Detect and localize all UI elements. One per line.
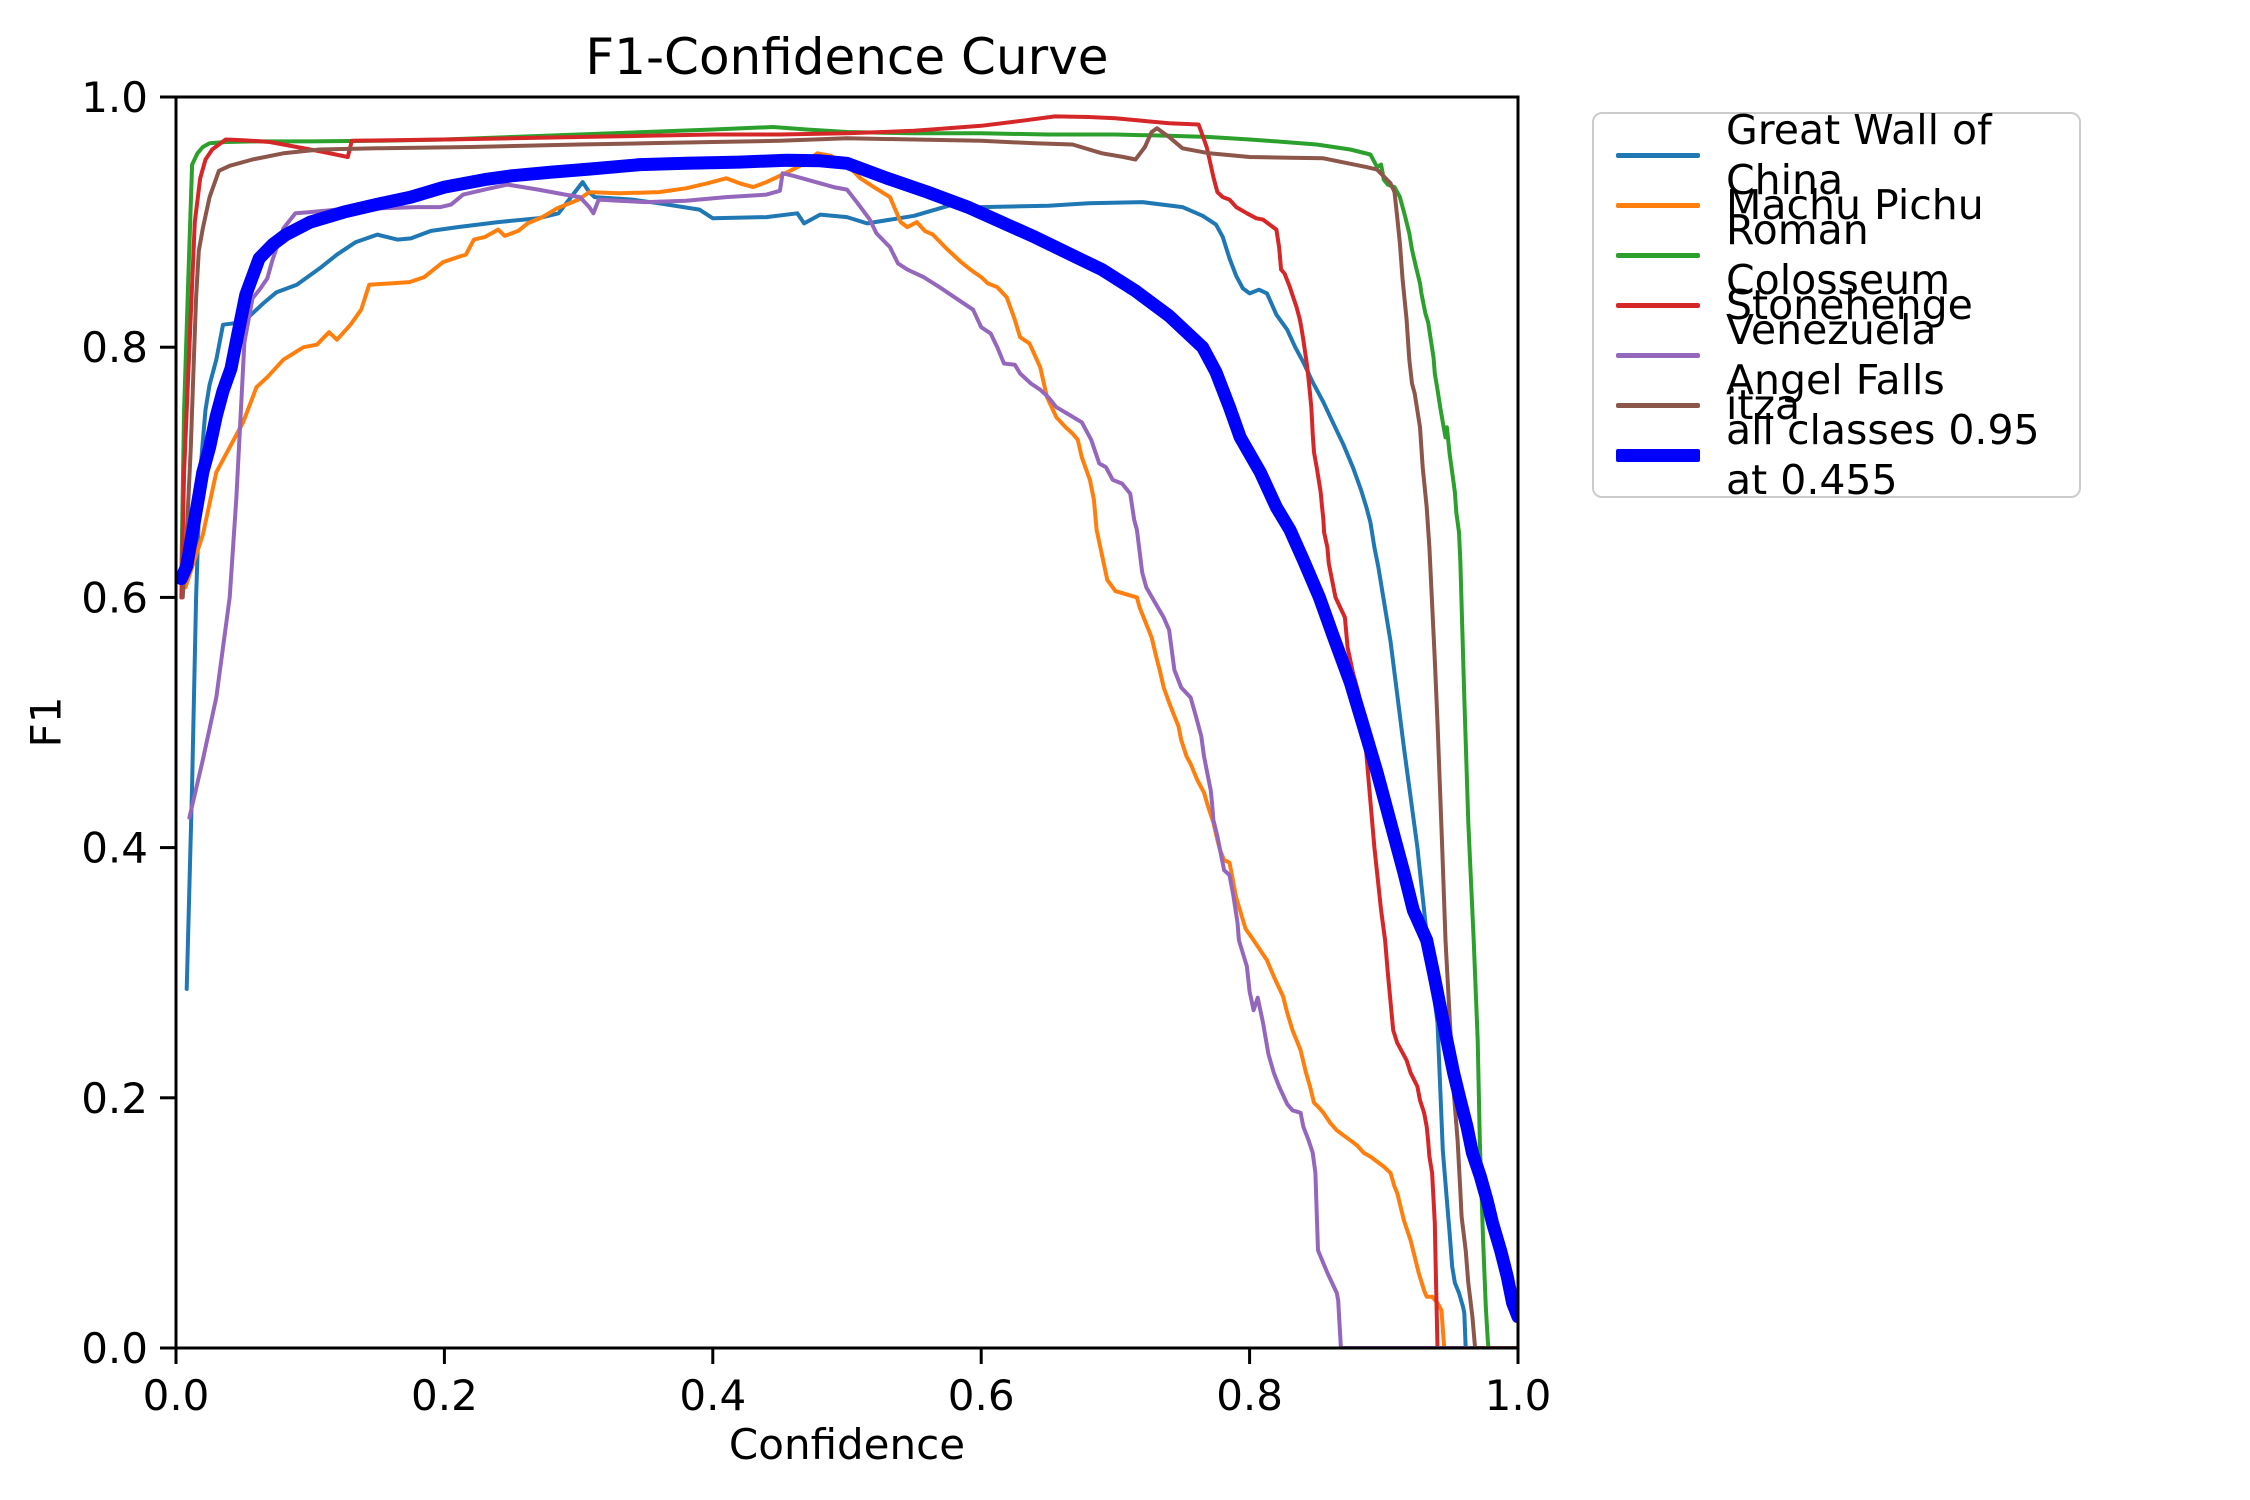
- y-tick-label: 0.8: [81, 323, 148, 372]
- x-tick-label: 0.2: [411, 1371, 478, 1420]
- y-tick-label: 0.4: [81, 824, 148, 873]
- legend-line-swatch: [1616, 352, 1700, 358]
- legend-item-label: Stonehenge: [1726, 281, 1973, 329]
- legend-line-swatch: [1616, 402, 1700, 408]
- x-tick-label: 0.4: [679, 1371, 746, 1420]
- x-tick-label: 0.0: [143, 1371, 210, 1420]
- series-line-great-wall-of-china: [184, 180, 1519, 1349]
- legend-line-swatch: [1616, 448, 1700, 462]
- x-tick-label: 0.8: [1216, 1371, 1283, 1420]
- series-line-all-classes: [176, 153, 1519, 1324]
- legend-item: Machu Pichu: [1616, 180, 2057, 230]
- x-axis-label: Confidence: [728, 1420, 966, 1469]
- series-line-venezuela-angel-falls: [187, 171, 1519, 1349]
- legend-item-label: Machu Pichu: [1726, 181, 1984, 229]
- legend-item: Stonehenge: [1616, 280, 2057, 330]
- legend-item-label: Roman Colosseum: [1726, 206, 1951, 304]
- legend-item: all classes 0.95 at 0.455: [1616, 406, 2057, 504]
- series-line-stonehenge: [179, 114, 1519, 1349]
- legend-line-swatch: [1616, 302, 1700, 308]
- legend-line-swatch: [1616, 202, 1700, 208]
- legend-item-label: Great Wall of China: [1726, 106, 1992, 204]
- y-tick-label: 0.6: [81, 573, 148, 622]
- y-axis-label: F1: [21, 696, 71, 748]
- legend-line-swatch: [1616, 152, 1700, 158]
- plot-area-border: [174, 95, 1520, 1350]
- y-tick-label: 0.2: [81, 1074, 148, 1123]
- y-tick-label: 0.0: [81, 1324, 148, 1373]
- axes-layer: 0.0 0.2 0.4 0.6 0.8 1.0 0.0 0.2 0.4 0.6 0.8 1.0: [81, 73, 1551, 1420]
- curves-layer: [176, 114, 1519, 1349]
- series-line-roman-colosseum: [179, 125, 1519, 1349]
- chart-title: F1-Confidence Curve: [585, 28, 1109, 86]
- legend-item: Great Wall of China: [1616, 106, 2057, 204]
- legend-item: itza: [1616, 380, 2057, 430]
- x-tick-label: 0.6: [948, 1371, 1015, 1420]
- series-line-machu-pichu: [183, 151, 1519, 1349]
- series-line-itza: [180, 126, 1519, 1349]
- legend-item-label: Venezuela Angel Falls: [1726, 306, 1945, 404]
- legend-line-swatch: [1616, 252, 1700, 258]
- y-tick-label: 1.0: [81, 73, 148, 122]
- legend-item-label: all classes 0.95 at 0.455: [1726, 406, 2040, 504]
- legend: Great Wall of China Machu Pichu Roman Colo…: [1592, 106, 2081, 504]
- x-tick-label: 1.0: [1485, 1371, 1552, 1420]
- legend-item: Venezuela Angel Falls: [1616, 306, 2057, 404]
- legend-item: Roman Colosseum: [1616, 206, 2057, 304]
- legend-item-label: itza: [1726, 381, 1801, 429]
